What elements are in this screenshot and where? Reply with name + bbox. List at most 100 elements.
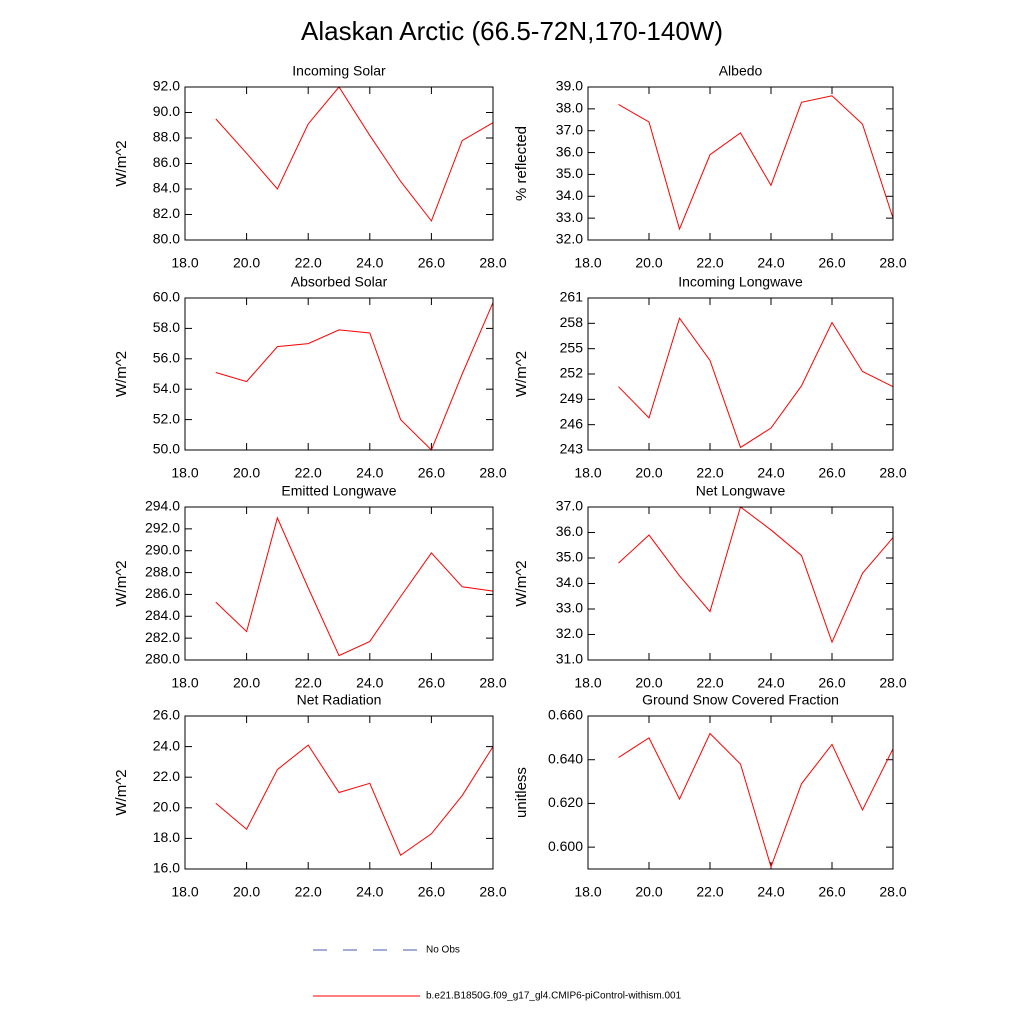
x-tick-label: 18.0 <box>574 675 601 691</box>
y-tick-label: 22.0 <box>153 768 180 784</box>
plot-frame <box>184 297 494 451</box>
data-line <box>215 744 494 856</box>
y-tick-label: 33.0 <box>556 209 583 225</box>
y-axis-label: W/m^2 <box>113 769 130 815</box>
y-tick-label: 34.0 <box>556 187 583 203</box>
x-tick-label: 26.0 <box>418 255 445 271</box>
x-tick-label: 18.0 <box>171 675 198 691</box>
x-tick-label: 20.0 <box>233 675 260 691</box>
x-tick-label: 28.0 <box>479 255 506 271</box>
y-tick-label: 252 <box>560 365 584 381</box>
y-tick-label: 0.600 <box>548 838 583 854</box>
y-tick-label: 290.0 <box>145 541 180 557</box>
y-axis-label: % reflected <box>513 126 530 201</box>
y-tick-label: 35.0 <box>556 549 583 565</box>
plot-frame <box>184 715 494 870</box>
x-tick-label: 28.0 <box>479 884 506 900</box>
plot-frame <box>587 297 894 451</box>
x-tick-label: 22.0 <box>696 675 723 691</box>
panel-title: Absorbed Solar <box>291 274 388 290</box>
y-tick-label: 286.0 <box>145 585 180 601</box>
y-tick-label: 0.660 <box>548 707 583 723</box>
x-tick-label: 22.0 <box>295 255 322 271</box>
x-tick-label: 26.0 <box>818 884 845 900</box>
y-tick-label: 246 <box>560 415 584 431</box>
y-tick-label: 258 <box>560 314 584 330</box>
y-tick-label: 288.0 <box>145 563 180 579</box>
x-tick-label: 28.0 <box>879 465 906 481</box>
x-tick-label: 24.0 <box>757 465 784 481</box>
x-tick-label: 22.0 <box>295 884 322 900</box>
y-tick-label: 18.0 <box>153 829 180 845</box>
y-axis-label: W/m^2 <box>513 560 530 606</box>
y-tick-label: 52.0 <box>153 410 180 426</box>
panel-title: Emitted Longwave <box>281 483 396 499</box>
y-tick-label: 92.0 <box>153 78 180 94</box>
y-tick-label: 36.0 <box>556 143 583 159</box>
x-tick-label: 20.0 <box>233 884 260 900</box>
y-tick-label: 31.0 <box>556 651 583 667</box>
y-tick-label: 56.0 <box>153 350 180 366</box>
x-tick-label: 20.0 <box>233 465 260 481</box>
figure-title: Alaskan Arctic (66.5-72N,170-140W) <box>301 16 723 46</box>
y-tick-label: 261 <box>560 289 584 305</box>
x-tick-label: 24.0 <box>757 255 784 271</box>
x-tick-label: 26.0 <box>818 255 845 271</box>
y-tick-label: 0.620 <box>548 794 583 810</box>
x-tick-label: 28.0 <box>879 675 906 691</box>
y-tick-label: 88.0 <box>153 129 180 145</box>
y-tick-label: 90.0 <box>153 103 180 119</box>
plot-frame <box>587 86 894 241</box>
y-tick-label: 294.0 <box>145 498 180 514</box>
y-tick-label: 34.0 <box>556 574 583 590</box>
x-tick-label: 18.0 <box>574 465 601 481</box>
y-tick-label: 284.0 <box>145 607 180 623</box>
x-tick-label: 18.0 <box>171 465 198 481</box>
plot-frame <box>184 506 494 661</box>
x-tick-label: 22.0 <box>696 884 723 900</box>
panel-title: Net Radiation <box>297 692 382 708</box>
x-tick-label: 20.0 <box>635 465 662 481</box>
y-tick-label: 280.0 <box>145 651 180 667</box>
y-tick-label: 37.0 <box>556 498 583 514</box>
y-axis-label: unitless <box>513 767 530 818</box>
y-tick-label: 20.0 <box>153 799 180 815</box>
y-tick-label: 35.0 <box>556 165 583 181</box>
data-line <box>618 506 894 644</box>
x-tick-label: 20.0 <box>635 675 662 691</box>
y-axis-label: W/m^2 <box>113 140 130 186</box>
plot-frame <box>184 86 494 241</box>
x-tick-label: 24.0 <box>356 255 383 271</box>
x-tick-label: 24.0 <box>356 675 383 691</box>
y-tick-label: 16.0 <box>153 860 180 876</box>
y-tick-label: 50.0 <box>153 441 180 457</box>
y-tick-label: 58.0 <box>153 319 180 335</box>
y-tick-label: 86.0 <box>153 154 180 170</box>
x-tick-label: 28.0 <box>479 465 506 481</box>
y-tick-label: 282.0 <box>145 629 180 645</box>
x-tick-label: 24.0 <box>757 675 784 691</box>
x-tick-label: 26.0 <box>418 465 445 481</box>
y-tick-label: 255 <box>560 339 584 355</box>
panel-title: Incoming Solar <box>292 63 386 79</box>
x-tick-label: 18.0 <box>574 255 601 271</box>
x-tick-label: 28.0 <box>879 255 906 271</box>
panel-title: Net Longwave <box>696 483 786 499</box>
x-tick-label: 28.0 <box>879 884 906 900</box>
y-tick-label: 38.0 <box>556 100 583 116</box>
x-tick-label: 20.0 <box>635 255 662 271</box>
y-tick-label: 39.0 <box>556 78 583 94</box>
y-tick-label: 60.0 <box>153 289 180 305</box>
x-tick-label: 24.0 <box>356 465 383 481</box>
x-tick-label: 18.0 <box>171 255 198 271</box>
y-tick-label: 54.0 <box>153 380 180 396</box>
x-tick-label: 22.0 <box>295 675 322 691</box>
y-tick-label: 37.0 <box>556 121 583 137</box>
x-tick-label: 24.0 <box>757 884 784 900</box>
y-tick-label: 249 <box>560 390 584 406</box>
x-tick-label: 18.0 <box>171 884 198 900</box>
y-tick-label: 24.0 <box>153 737 180 753</box>
y-tick-label: 292.0 <box>145 520 180 536</box>
